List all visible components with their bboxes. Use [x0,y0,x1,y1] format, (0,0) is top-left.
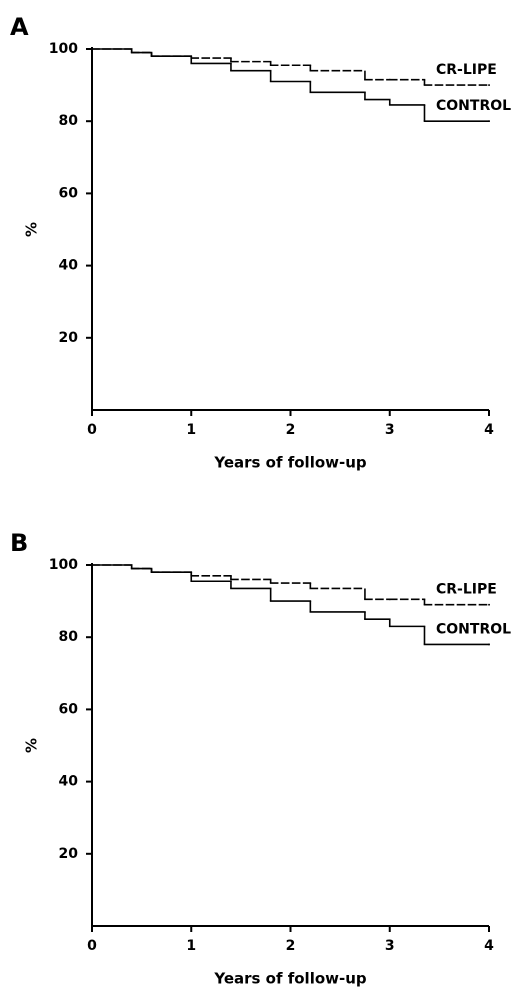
series-label: CONTROL [436,98,511,114]
x-tick-label: 3 [385,422,395,438]
y-tick-label: 40 [59,774,79,790]
y-axis-title: % [23,738,41,753]
y-tick-label: 100 [49,557,78,573]
series-label: CR-LIPE [436,62,497,78]
x-axis-title: Years of follow-up [213,970,367,988]
y-tick-label: 80 [59,113,79,129]
x-tick-label: 0 [87,938,97,954]
y-tick-label: 20 [59,330,79,346]
panel-label: B [10,529,28,557]
x-tick-label: 2 [286,938,296,954]
y-tick-label: 80 [59,629,79,645]
panel-label: A [10,13,29,41]
x-tick-label: 2 [286,422,296,438]
x-tick-label: 0 [87,422,97,438]
series-label: CR-LIPE [436,582,497,598]
panel: B 20 40 60 80 100 0 1 2 3 4 Years of follow-up% CR-L… [10,529,511,988]
y-tick-label: 60 [59,701,79,717]
y-tick-label: 40 [59,258,79,274]
y-tick-label: 20 [59,846,79,862]
y-tick-label: 100 [49,41,78,57]
y-tick-label: 60 [59,185,79,201]
x-axis-title: Years of follow-up [213,454,367,472]
series-label: CONTROL [436,621,511,637]
y-axis-title: % [23,222,41,237]
x-tick-label: 4 [484,938,494,954]
x-tick-label: 3 [385,938,395,954]
x-tick-label: 4 [484,422,494,438]
x-tick-label: 1 [186,422,196,438]
panel: A 20 40 60 80 100 0 1 2 3 4 Years of follow-up% CR-L… [10,13,511,472]
x-tick-label: 1 [186,938,196,954]
